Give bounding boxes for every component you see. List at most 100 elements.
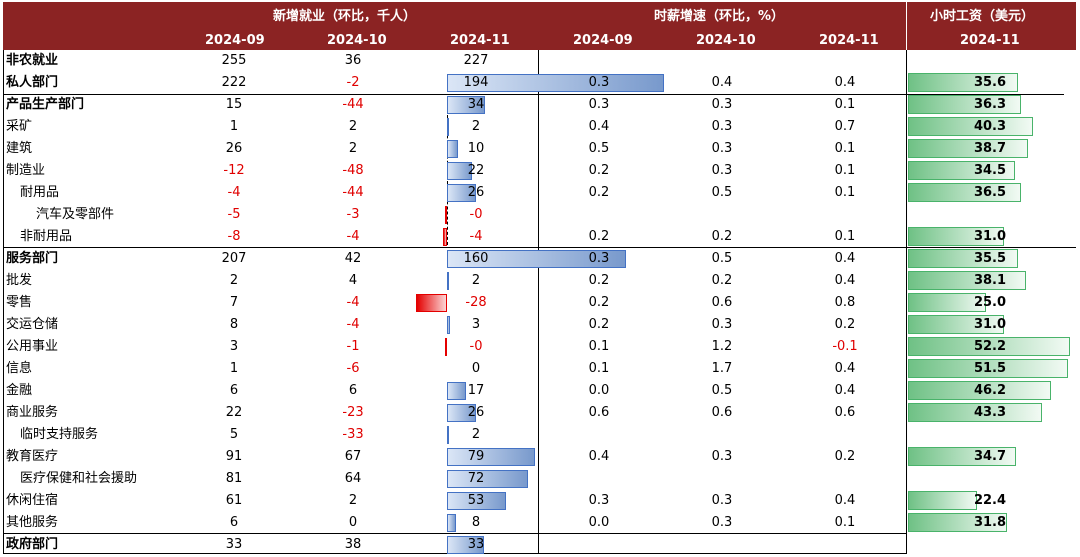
wage-growth-cell: 0.4 xyxy=(834,75,856,90)
hourly-wage-bar xyxy=(908,491,978,510)
wage-growth-cell: 0.3 xyxy=(711,163,733,178)
hourly-wage-bar xyxy=(908,139,1028,158)
hourly-wage-bar xyxy=(908,73,1019,92)
job-value-cell: 6 xyxy=(229,515,239,530)
row-label: 私人部门 xyxy=(6,75,59,90)
wage-growth-cell: 0.4 xyxy=(588,449,610,464)
job-value-cell: 10 xyxy=(467,141,485,156)
hourly-wage-value: 34.5 xyxy=(973,163,1007,178)
wage-growth-date-header: 2024-11 xyxy=(819,33,879,48)
wage-growth-cell: 0.4 xyxy=(834,251,856,266)
job-value-cell: 1 xyxy=(229,119,239,134)
wage-growth-cell: 0.5 xyxy=(711,383,733,398)
row-label: 建筑 xyxy=(6,141,33,156)
job-value-cell: 8 xyxy=(229,317,239,332)
job-value-cell: 5 xyxy=(229,427,239,442)
wage-growth-cell: 0.4 xyxy=(711,75,733,90)
wage-growth-cell: 0.4 xyxy=(588,119,610,134)
wage-growth-cell: 0.2 xyxy=(711,273,733,288)
job-value-cell: 22 xyxy=(225,405,243,420)
nov-job-bar xyxy=(447,272,450,290)
wage-growth-cell: 0.2 xyxy=(588,229,610,244)
wage-growth-cell: 0.3 xyxy=(588,97,610,112)
row-label: 公用事业 xyxy=(6,339,59,354)
wage-growth-cell: 0.2 xyxy=(711,229,733,244)
row-label: 非耐用品 xyxy=(20,229,73,244)
job-value-cell: 7 xyxy=(229,295,239,310)
job-value-cell: 42 xyxy=(344,251,362,266)
job-value-cell: 61 xyxy=(225,493,243,508)
hourly-wage-value: 36.5 xyxy=(973,185,1007,200)
job-value-cell: 4 xyxy=(348,273,358,288)
wage-growth-date-header: 2024-09 xyxy=(573,33,633,48)
wage-growth-cell: 0.1 xyxy=(834,141,856,156)
job-value-cell: 8 xyxy=(471,515,481,530)
row-label: 耐用品 xyxy=(20,185,60,200)
nov-job-bar xyxy=(447,250,627,268)
row-label: 产品生产部门 xyxy=(6,97,85,112)
hourly-wage-group-header: 小时工资（美元） xyxy=(930,9,1035,24)
job-value-cell: -2 xyxy=(346,75,360,90)
hourly-wage-bar xyxy=(908,337,1070,356)
wage-growth-cell: 0.6 xyxy=(588,405,610,420)
job-value-cell: -4 xyxy=(346,295,360,310)
hourly-wage-value: 31.0 xyxy=(973,229,1007,244)
job-value-cell: -33 xyxy=(342,427,364,442)
job-value-cell: -4 xyxy=(346,317,360,332)
wage-growth-cell: 0.1 xyxy=(588,361,610,376)
nov-job-bar xyxy=(447,382,467,400)
job-value-cell: 2 xyxy=(348,141,358,156)
job-value-cell: -48 xyxy=(342,163,364,178)
wage-growth-cell: 0.1 xyxy=(834,163,856,178)
job-value-cell: 34 xyxy=(467,97,485,112)
row-label: 交运仓储 xyxy=(6,317,59,332)
hourly-wage-value: 35.5 xyxy=(973,251,1007,266)
job-value-cell: 2 xyxy=(348,493,358,508)
job-value-cell: -28 xyxy=(465,295,487,310)
job-value-cell: 67 xyxy=(344,449,362,464)
row-label: 教育医疗 xyxy=(6,449,59,464)
column-divider xyxy=(538,50,539,554)
job-value-cell: 64 xyxy=(344,471,362,486)
job-value-cell: 2 xyxy=(229,273,239,288)
hourly-wage-bar xyxy=(908,117,1033,136)
wage-growth-cell: 0.4 xyxy=(834,361,856,376)
hourly-wage-value: 43.3 xyxy=(973,405,1007,420)
nov-job-bar xyxy=(447,514,456,532)
job-value-cell: -3 xyxy=(346,207,360,222)
wage-growth-cell: 0.4 xyxy=(834,493,856,508)
hourly-wage-bar xyxy=(908,95,1021,114)
job-value-cell: -4 xyxy=(227,185,241,200)
wage-growth-cell: 0.1 xyxy=(834,185,856,200)
nov-job-bar xyxy=(447,492,507,510)
job-value-cell: -6 xyxy=(346,361,360,376)
job-value-cell: 3 xyxy=(229,339,239,354)
wage-growth-cell: 0.1 xyxy=(834,97,856,112)
row-label: 零售 xyxy=(6,295,33,310)
row-label: 休闲住宿 xyxy=(6,493,59,508)
wage-growth-cell: 0.2 xyxy=(588,185,610,200)
hourly-wage-bar xyxy=(908,227,1005,246)
job-value-cell: 81 xyxy=(225,471,243,486)
hourly-wage-bar xyxy=(908,183,1022,202)
wage-growth-cell: 0.3 xyxy=(588,251,610,266)
job-value-cell: -4 xyxy=(346,229,360,244)
job-value-cell: -0 xyxy=(469,339,483,354)
job-value-cell: 3 xyxy=(471,317,481,332)
hourly-wage-value: 52.2 xyxy=(973,339,1007,354)
wage-growth-cell: 0.6 xyxy=(711,405,733,420)
wage-growth-cell: 0.3 xyxy=(588,493,610,508)
job-value-cell: 38 xyxy=(344,537,362,552)
job-value-cell: 2 xyxy=(348,119,358,134)
hourly-wage-value: 38.7 xyxy=(973,141,1007,156)
section-divider xyxy=(3,247,906,248)
hourly-wage-bar xyxy=(908,315,1005,334)
wage-growth-cell: 0.2 xyxy=(834,317,856,332)
job-value-cell: 6 xyxy=(348,383,358,398)
job-value-cell: -0 xyxy=(469,207,483,222)
job-value-cell: 36 xyxy=(344,53,362,68)
job-value-cell: 33 xyxy=(225,537,243,552)
nov-job-bar xyxy=(447,140,459,158)
job-value-cell: 255 xyxy=(221,53,247,68)
